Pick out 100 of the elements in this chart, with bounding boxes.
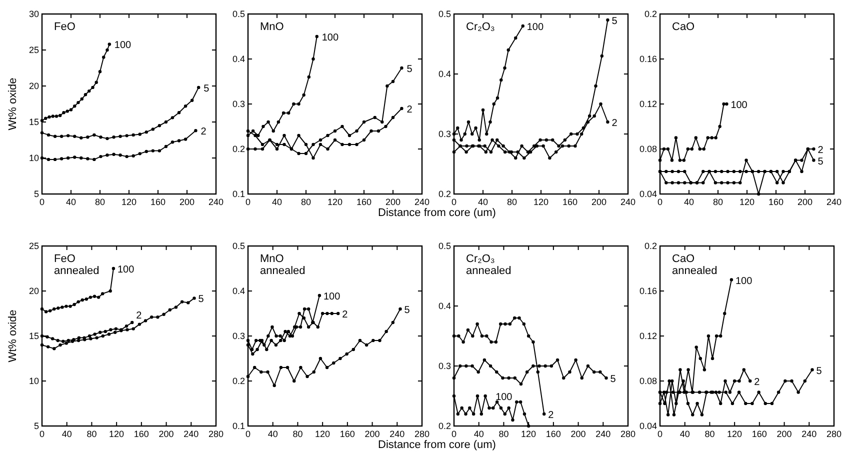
legend-label: 2 [200,126,207,138]
x-tick-label: 40 [680,429,690,439]
text: FeO [54,21,76,33]
y-tick-label: 0.3 [438,361,451,371]
y-tick-label: 0.4 [438,301,451,311]
x-tick-label: 200 [179,197,195,207]
x-tick-label: 160 [768,197,784,207]
x-tick-label: 0 [245,197,251,207]
series-label: 5 [816,366,822,377]
y-tick-label: 0.16 [639,54,657,64]
legend-label: 5 [406,64,413,75]
x-tick-label: 0 [657,429,663,439]
y-tick-label: 5 [34,189,39,199]
x-tick-label: 0 [39,429,45,439]
x-tick-label: 200 [158,429,174,439]
series-label: 100 [730,100,748,111]
x-tick-label: 40 [66,197,76,207]
text: Cr₂O₃ [466,253,495,265]
y-axis-title: Wt% oxide [7,78,19,130]
y-tick-label: 0.2 [438,421,451,431]
x-tick-label: 120 [121,197,137,207]
y-tick-label: 0.4 [232,286,245,296]
series-label: 2 [342,310,348,320]
y-tick-label: 0.04 [639,421,657,431]
x-tick-label: 240 [208,197,224,207]
text: annealed [466,265,512,277]
x-tick-label: 280 [620,429,636,439]
y-tick-label: 0.3 [232,331,245,341]
legend-label: 5 [204,83,210,94]
y-tick-label: 0.5 [438,9,451,19]
y-tick-label: 0.2 [232,376,245,386]
legend-label: 5 [612,16,618,27]
y-tick-label: 0.12 [639,99,657,109]
x-tick-label: 200 [776,429,792,439]
x-tick-label: 80 [704,429,715,439]
y-axis-title: Wt% oxide [7,310,19,362]
series-label: 2 [612,118,618,129]
x-tick-label: 120 [109,429,124,439]
text: annealed [54,265,100,277]
x-tick-label: 160 [546,429,561,439]
y-tick-label: 15 [28,117,39,127]
x-axis-title: Distance from core (um) [378,439,496,451]
series-label: 5 [198,294,204,306]
x-tick-label: 80 [292,429,303,439]
x-tick-label: 160 [340,429,355,439]
x-tick-label: 80 [86,429,97,439]
x-tick-label: 200 [591,197,607,207]
y-tick-label: 0.1 [232,421,245,431]
y-tick-label: 0.2 [438,189,451,199]
y-tick-label: 20 [28,286,39,296]
x-tick-label: 120 [315,429,330,439]
y-tick-label: 0.4 [438,69,451,79]
y-tick-label: 0.5 [438,241,451,251]
x-tick-label: 200 [570,429,586,439]
x-tick-label: 280 [826,429,842,439]
y-tick-label: 15 [28,331,39,341]
x-tick-label: 40 [478,197,488,207]
x-tick-label: 280 [208,429,224,439]
legend-label: 2 [818,145,824,156]
text: MnO [260,253,284,265]
x-tick-label: 80 [498,429,509,439]
x-tick-label: 160 [562,197,578,207]
x-tick-label: 160 [134,429,149,439]
text: CaO [672,253,696,265]
x-tick-label: 0 [451,197,457,207]
x-tick-label: 240 [184,429,199,439]
series-label: 5 [404,305,410,316]
series-label: 100 [735,276,753,287]
x-tick-label: 0 [451,429,457,439]
y-tick-label: 0.4 [232,54,245,64]
x-tick-label: 120 [533,197,549,207]
y-tick-label: 0.3 [438,129,451,139]
x-tick-label: 80 [94,197,106,207]
x-tick-label: 240 [802,429,817,439]
text: annealed [672,265,718,277]
y-tick-label: 10 [28,376,39,386]
series-label: 100 [496,392,513,403]
x-tick-label: 120 [739,197,755,207]
y-tick-label: 0.3 [232,99,245,109]
x-tick-label: 240 [390,429,405,439]
y-tick-label: 20 [28,81,39,91]
y-tick-label: 0.5 [232,241,245,251]
x-tick-label: 240 [596,429,611,439]
x-tick-label: 120 [327,197,343,207]
series-label: 5 [610,374,616,385]
x-tick-label: 160 [150,197,166,207]
y-tick-label: 0.5 [232,9,245,19]
x-tick-label: 240 [620,197,636,207]
x-tick-label: 40 [474,429,484,439]
text: FeO [54,253,76,265]
x-tick-label: 160 [356,197,372,207]
x-tick-label: 40 [272,197,282,207]
y-tick-label: 0.16 [639,286,657,296]
series-label: 2 [548,410,554,421]
y-tick-label: 0.2 [232,144,245,154]
x-tick-label: 200 [797,197,813,207]
y-tick-label: 0.08 [639,144,657,154]
y-tick-label: 0.2 [644,241,657,251]
series-label: 100 [323,292,341,302]
x-tick-label: 120 [727,429,742,439]
